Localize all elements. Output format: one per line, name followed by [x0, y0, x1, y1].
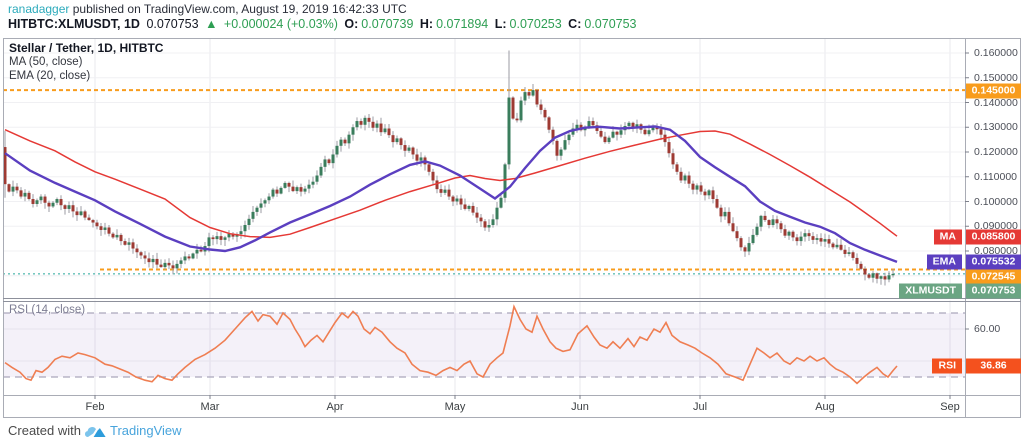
high-value: 0.071894 — [436, 17, 489, 31]
ema-legend: EMA (20, close) — [9, 70, 91, 82]
support-price-badge: 0.072545 — [966, 269, 1021, 285]
rsi-line — [4, 304, 898, 385]
price-axis-label: 0.090000 — [974, 220, 1018, 233]
close-value: 0.070753 — [584, 17, 637, 31]
publish-text: published on TradingView.com, August 19,… — [69, 2, 407, 16]
month-label-aug: Aug — [815, 401, 835, 413]
month-label-may: May — [444, 401, 466, 413]
price-axis-label: 0.110000 — [974, 170, 1018, 183]
username-link[interactable]: ranadagger — [8, 2, 70, 16]
ma-price-badge-chip: MA — [933, 229, 962, 245]
rsi-value-badge-chip: RSI — [932, 358, 962, 374]
symbol-ohlc-bar: HITBTC:XLMUSDT, 1D 0.070753 ▲ +0.000024 … — [8, 17, 640, 31]
resistance-price-badge: 0.145000 — [966, 83, 1021, 99]
chart-legend-title: Stellar / Tether, 1D, HITBTC — [9, 41, 164, 55]
close-label: C: — [568, 17, 582, 31]
price-change: +0.000024 (+0.03%) — [223, 17, 338, 31]
tradingview-brand-link[interactable]: TradingView — [109, 423, 182, 438]
publish-line: ranadagger published on TradingView.com,… — [8, 2, 407, 16]
month-label-sep: Sep — [940, 401, 960, 413]
month-label-mar: Mar — [200, 401, 220, 413]
month-label-jul: Jul — [692, 401, 708, 413]
symbol-name: HITBTC:XLMUSDT, 1D — [8, 17, 140, 31]
price-axis-label: 0.100000 — [974, 195, 1018, 208]
month-label-feb: Feb — [85, 401, 105, 413]
rsi-value-badge: 36.86 — [966, 358, 1021, 374]
high-label: H: — [419, 17, 434, 31]
month-label-apr: Apr — [326, 401, 344, 413]
open-label: O: — [344, 17, 359, 31]
price-axis-label: 0.080000 — [974, 245, 1018, 257]
price-axis-label: 0.150000 — [974, 71, 1018, 84]
created-with-text: Created with — [8, 423, 81, 438]
ema-price-badge-chip: EMA — [926, 254, 962, 270]
price-axis-label: 0.140000 — [974, 96, 1018, 109]
low-label: L: — [494, 17, 507, 31]
low-value: 0.070253 — [509, 17, 562, 31]
price-axis-label: 0.130000 — [974, 121, 1018, 134]
ma50-line — [4, 129, 898, 239]
footer: Created with TradingView — [8, 423, 182, 438]
ma-legend: MA (50, close) — [9, 56, 83, 68]
open-value: 0.070739 — [361, 17, 414, 31]
price-axis-label: 0.160000 — [974, 47, 1018, 59]
tradingview-logo-icon — [84, 426, 106, 437]
price-axis-label: 0.120000 — [974, 146, 1018, 158]
ema20-line — [4, 125, 898, 264]
up-arrow-icon: ▲ — [205, 17, 218, 31]
candlestick-series — [4, 50, 895, 286]
rsi-legend: RSI (14, close) — [9, 304, 86, 316]
last-price-badge: 0.070753 — [966, 283, 1021, 299]
rsi-axis-label: 60.00 — [974, 323, 1001, 335]
ma-price-badge: 0.085800 — [966, 229, 1021, 245]
month-label-jun: Jun — [571, 401, 589, 413]
ema-price-badge: 0.075532 — [966, 254, 1021, 270]
last-price-badge-chip: XLMUSDT — [899, 283, 962, 299]
last-price: 0.070753 — [146, 17, 199, 31]
